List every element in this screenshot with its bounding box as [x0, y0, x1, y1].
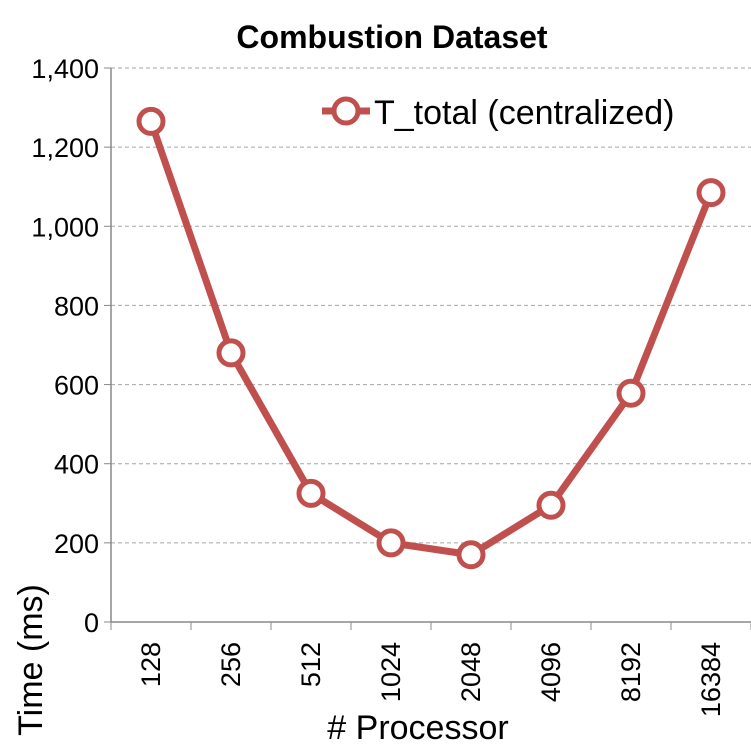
data-point — [696, 178, 726, 208]
series — [136, 106, 726, 570]
x-axis-label: # Processor — [327, 709, 508, 747]
y-tick-label: 200 — [54, 529, 99, 559]
x-tick-labels: 128 256 512 1024 2048 4096 8192 16384 — [136, 642, 726, 717]
grid — [111, 67, 751, 544]
data-point — [536, 490, 566, 520]
y-tick-label: 600 — [54, 371, 99, 401]
legend: T_total (centralized) — [322, 94, 674, 132]
y-tick-labels: 0 200 400 600 800 1,000 1,200 1,400 — [31, 54, 99, 638]
y-tick-label: 400 — [54, 450, 99, 480]
axes — [104, 67, 751, 630]
x-tick-label: 8192 — [616, 642, 646, 702]
legend-label: T_total (centralized) — [374, 94, 674, 132]
data-point — [376, 528, 406, 558]
y-tick-label: 1,200 — [31, 133, 99, 163]
y-axis-label: Time (ms) — [12, 584, 50, 736]
x-tick-label: 2048 — [456, 642, 486, 702]
data-point — [296, 478, 326, 508]
data-point — [456, 540, 486, 570]
x-tick-label: 1024 — [376, 642, 406, 702]
x-tick-label: 4096 — [536, 642, 566, 702]
y-tick-label: 1,400 — [31, 54, 99, 84]
data-point — [136, 106, 166, 136]
series-line — [147, 120, 715, 559]
legend-marker — [331, 96, 361, 126]
x-tick-label: 16384 — [696, 642, 726, 717]
y-tick-label: 0 — [84, 608, 99, 638]
data-point — [616, 378, 646, 408]
chart-title: Combustion Dataset — [236, 19, 547, 55]
y-tick-label: 800 — [54, 291, 99, 321]
y-tick-label: 1,000 — [31, 212, 99, 242]
data-point — [216, 338, 246, 368]
x-tick-label: 512 — [296, 642, 326, 687]
x-tick-label: 256 — [216, 642, 246, 687]
x-tick-label: 128 — [136, 642, 166, 687]
